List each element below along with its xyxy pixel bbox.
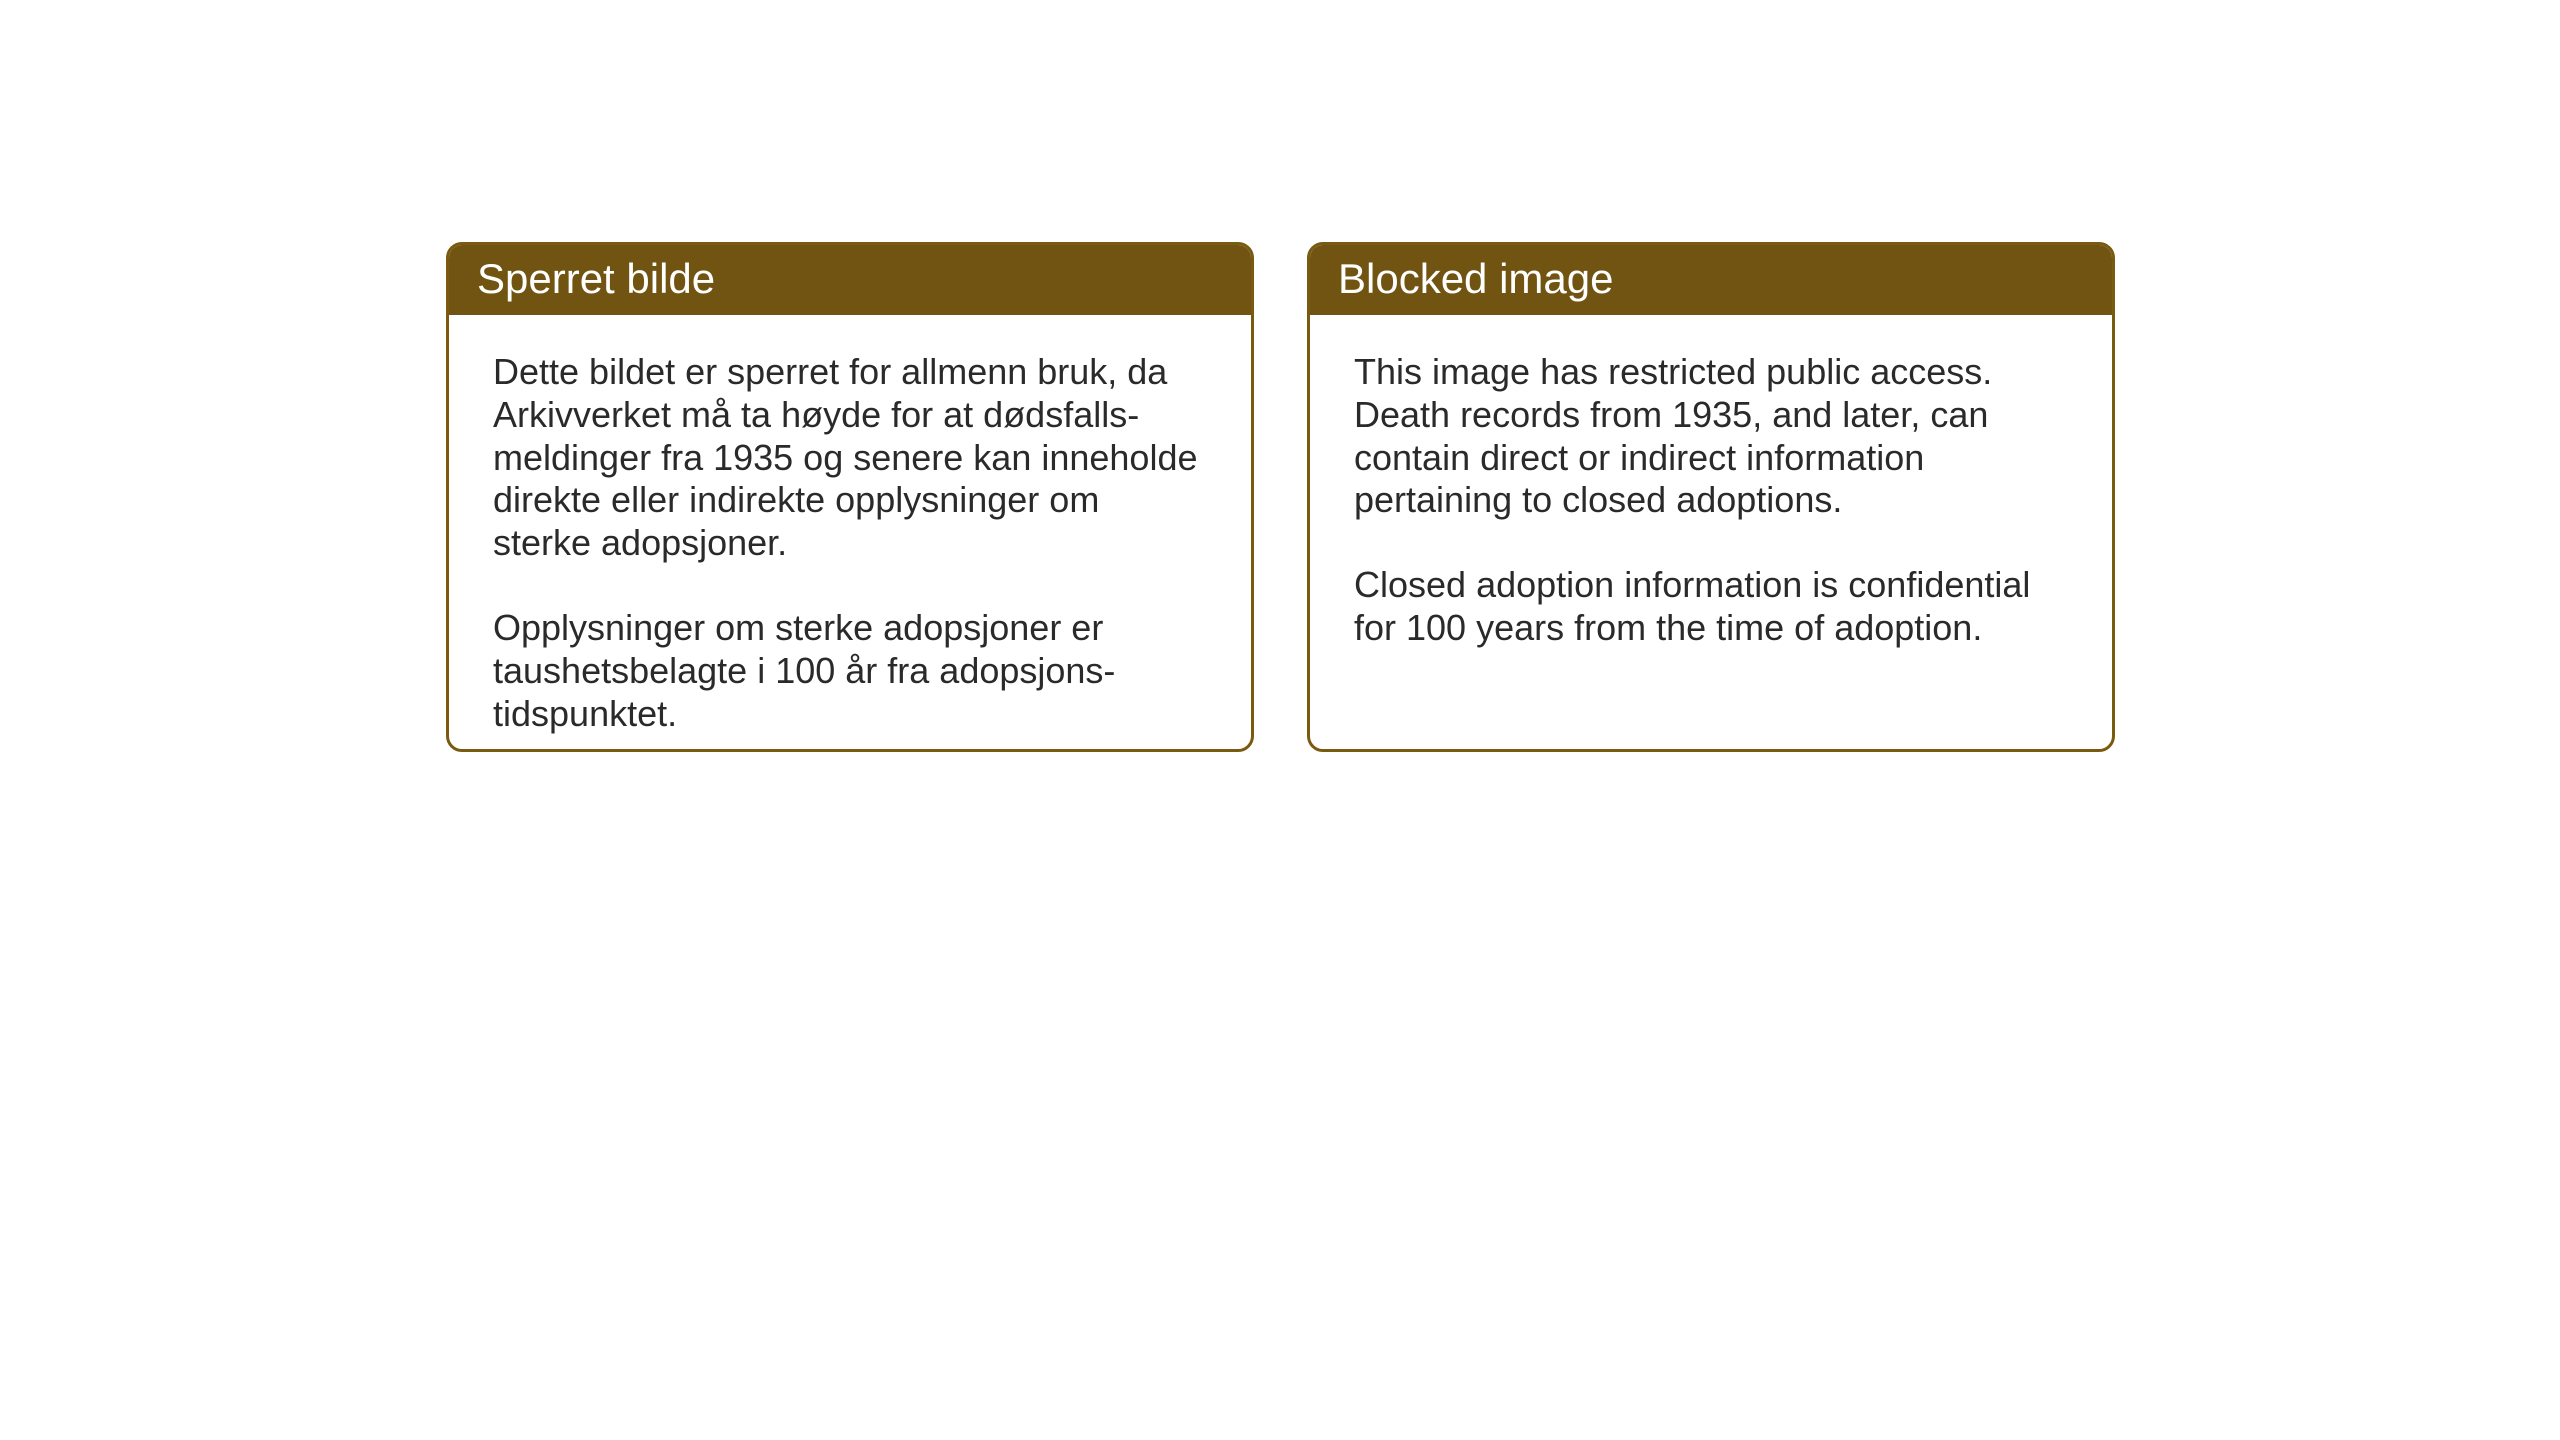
notice-paragraph-2-norwegian: Opplysninger om sterke adopsjoner er tau… <box>493 607 1207 735</box>
notice-card-norwegian: Sperret bilde Dette bildet er sperret fo… <box>446 242 1254 752</box>
notice-title-norwegian: Sperret bilde <box>477 255 715 302</box>
notice-paragraph-1-norwegian: Dette bildet er sperret for allmenn bruk… <box>493 351 1207 565</box>
notice-header-norwegian: Sperret bilde <box>449 245 1251 315</box>
notice-container: Sperret bilde Dette bildet er sperret fo… <box>446 242 2115 752</box>
notice-title-english: Blocked image <box>1338 255 1613 302</box>
notice-body-english: This image has restricted public access.… <box>1310 315 2112 686</box>
notice-card-english: Blocked image This image has restricted … <box>1307 242 2115 752</box>
notice-paragraph-2-english: Closed adoption information is confident… <box>1354 564 2068 650</box>
notice-body-norwegian: Dette bildet er sperret for allmenn bruk… <box>449 315 1251 752</box>
notice-paragraph-1-english: This image has restricted public access.… <box>1354 351 2068 522</box>
notice-header-english: Blocked image <box>1310 245 2112 315</box>
